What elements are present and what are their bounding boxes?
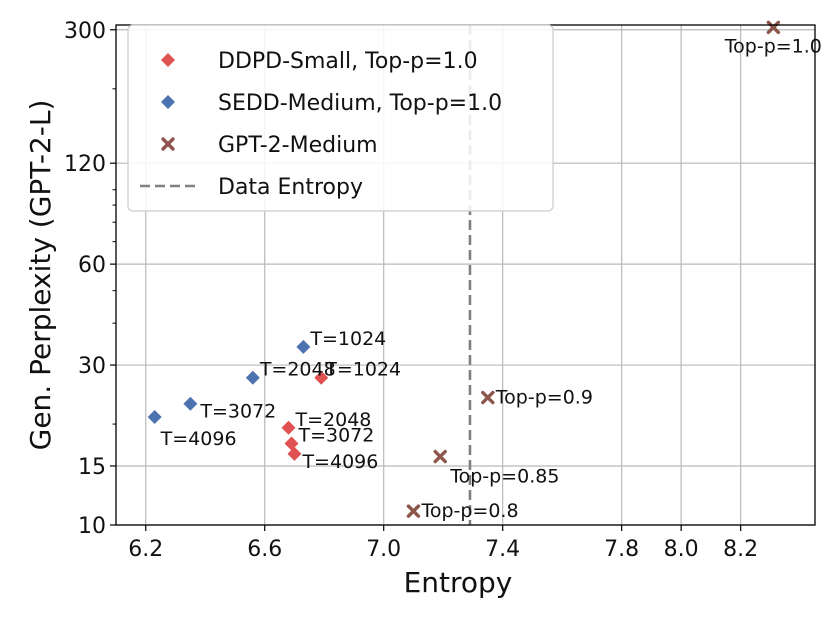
legend: DDPD-Small, Top-p=1.0 SEDD-Medium, Top-p=… [127, 24, 554, 212]
x-tick-label: 7.0 [366, 537, 401, 562]
ddpd-small-point [281, 420, 296, 435]
y-tick-label: 10 [78, 514, 106, 539]
sedd-medium-point [147, 409, 162, 424]
point-annotation: Top-p=0.8 [420, 500, 518, 522]
point-annotation: T=3072 [199, 401, 276, 423]
gpt-2-medium-point [406, 504, 421, 518]
gpt-2-medium-point [766, 20, 781, 35]
point-annotation: Top-p=0.85 [449, 466, 559, 488]
legend-label: Data Entropy [218, 175, 363, 200]
sedd-medium-point [245, 370, 260, 385]
legend-marker [161, 95, 175, 109]
point-annotation: T=2048 [259, 359, 336, 381]
y-tick-label: 60 [78, 253, 106, 278]
gpt-2-medium-point-stroke [766, 20, 781, 35]
y-tick-label: 120 [64, 152, 106, 177]
ddpd-small-point [287, 446, 302, 461]
gpt-2-medium-point [433, 449, 447, 464]
sedd-medium-point [183, 396, 198, 411]
annotations: T=1024T=2048T=3072T=4096T=1024T=2048T=30… [160, 35, 822, 522]
point-annotation: T=3072 [297, 425, 374, 447]
point-annotation: T=1024 [324, 359, 401, 381]
legend-label: DDPD-Small, Top-p=1.0 [218, 49, 478, 74]
point-annotation: Top-p=0.9 [495, 387, 593, 409]
x-tick-label: 6.2 [128, 537, 163, 562]
gpt-2-medium-point-stroke [433, 449, 447, 464]
tick-labels: 6.2 6.6 7.0 7.4 7.8 8.0 8.2 10 15 30 60 120 300 [64, 19, 758, 562]
legend-marker-stroke [161, 137, 175, 151]
x-tick-label: 8.0 [664, 537, 699, 562]
legend-label: SEDD-Medium, Top-p=1.0 [218, 91, 502, 116]
point-annotation: Top-p=1.0 [724, 35, 822, 57]
x-tick-label: 7.8 [604, 537, 639, 562]
gpt-2-medium-point-stroke [481, 390, 495, 405]
gpt-2-medium-point [481, 390, 495, 405]
y-axis-label: Gen. Perplexity (GPT-2-L) [24, 100, 57, 451]
gpt-2-medium-point-stroke [406, 504, 421, 518]
x-axis-label: Entropy [404, 566, 513, 599]
point-annotation: T=4096 [160, 428, 237, 450]
x-tick-label: 6.6 [247, 537, 282, 562]
points [147, 20, 781, 518]
y-tick-label: 30 [78, 354, 106, 379]
legend-marker [161, 137, 175, 151]
point-annotation: T=2048 [295, 409, 372, 431]
point-annotation: T=4096 [301, 451, 378, 473]
ddpd-small-point [284, 436, 299, 451]
legend-marker [161, 53, 175, 67]
y-tick-label: 300 [64, 19, 106, 44]
legend-box [127, 24, 554, 212]
point-annotation: T=1024 [309, 328, 386, 350]
x-tick-label: 8.2 [723, 537, 758, 562]
sedd-medium-point [296, 339, 311, 354]
ddpd-small-point [314, 370, 329, 385]
y-tick-label: 15 [78, 455, 106, 480]
x-tick-label: 7.4 [485, 537, 520, 562]
legend-label: GPT-2-Medium [218, 133, 378, 158]
